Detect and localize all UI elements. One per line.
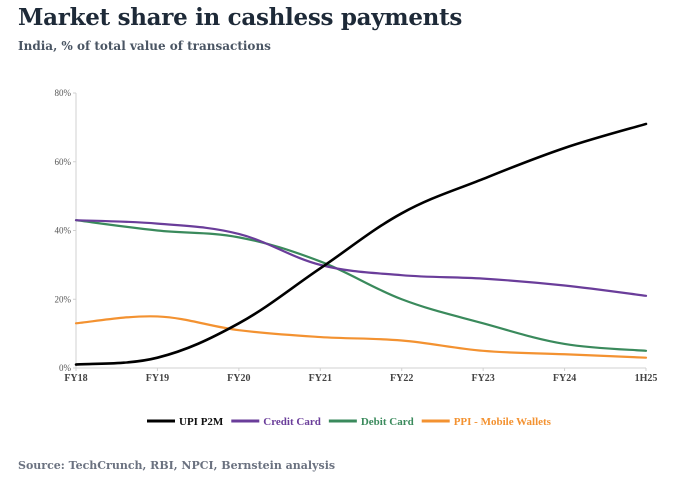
y-tick-label: 20% — [55, 294, 72, 304]
legend-label: PPI - Mobile Wallets — [454, 416, 552, 428]
y-tick-label: 40% — [55, 226, 72, 236]
x-axis: FY18 FY19 FY20 FY21 FY22 FY23 FY24 1H25 — [64, 367, 658, 384]
legend-label: UPI P2M — [179, 416, 224, 428]
source-note: Source: TechCrunch, RBI, NPCI, Bernstein… — [18, 459, 336, 472]
y-tick-label: 80% — [55, 88, 72, 98]
legend-label: Debit Card — [361, 416, 414, 428]
x-tick-label: FY21 — [309, 373, 332, 384]
y-tick-label: 0% — [59, 363, 72, 373]
legend-item-debit-card: Debit Card — [328, 416, 414, 428]
x-tick-label: FY18 — [64, 373, 87, 384]
chart-subtitle: India, % of total value of transactions — [18, 39, 271, 53]
y-axis: 0% 20% 40% 60% 80% — [55, 88, 77, 373]
series-line-ppi-mobile-wallets — [74, 315, 648, 359]
chart-title: Market share in cashless payments — [18, 4, 463, 31]
series-line-debit-card — [74, 219, 648, 352]
legend-item-upi-p2m: UPI P2M — [147, 416, 224, 428]
series-line-credit-card — [74, 219, 648, 297]
legend-item-ppi-mobile-wallets: PPI - Mobile Wallets — [421, 416, 552, 428]
x-tick-label: FY19 — [146, 373, 169, 384]
x-tick-label: FY22 — [390, 373, 413, 384]
legend: UPI P2M Credit Card Debit Card PPI - Mobile… — [147, 416, 552, 428]
x-tick-label: FY20 — [227, 373, 250, 384]
x-tick-label: FY23 — [471, 373, 494, 384]
legend-label: Credit Card — [263, 416, 321, 428]
legend-item-credit-card: Credit Card — [231, 416, 321, 428]
x-tick-label: FY24 — [553, 373, 576, 384]
series-line-upi-p2m — [74, 122, 648, 366]
series-lines — [74, 122, 648, 366]
y-tick-label: 60% — [55, 157, 72, 167]
x-tick-label: 1H25 — [635, 373, 658, 384]
